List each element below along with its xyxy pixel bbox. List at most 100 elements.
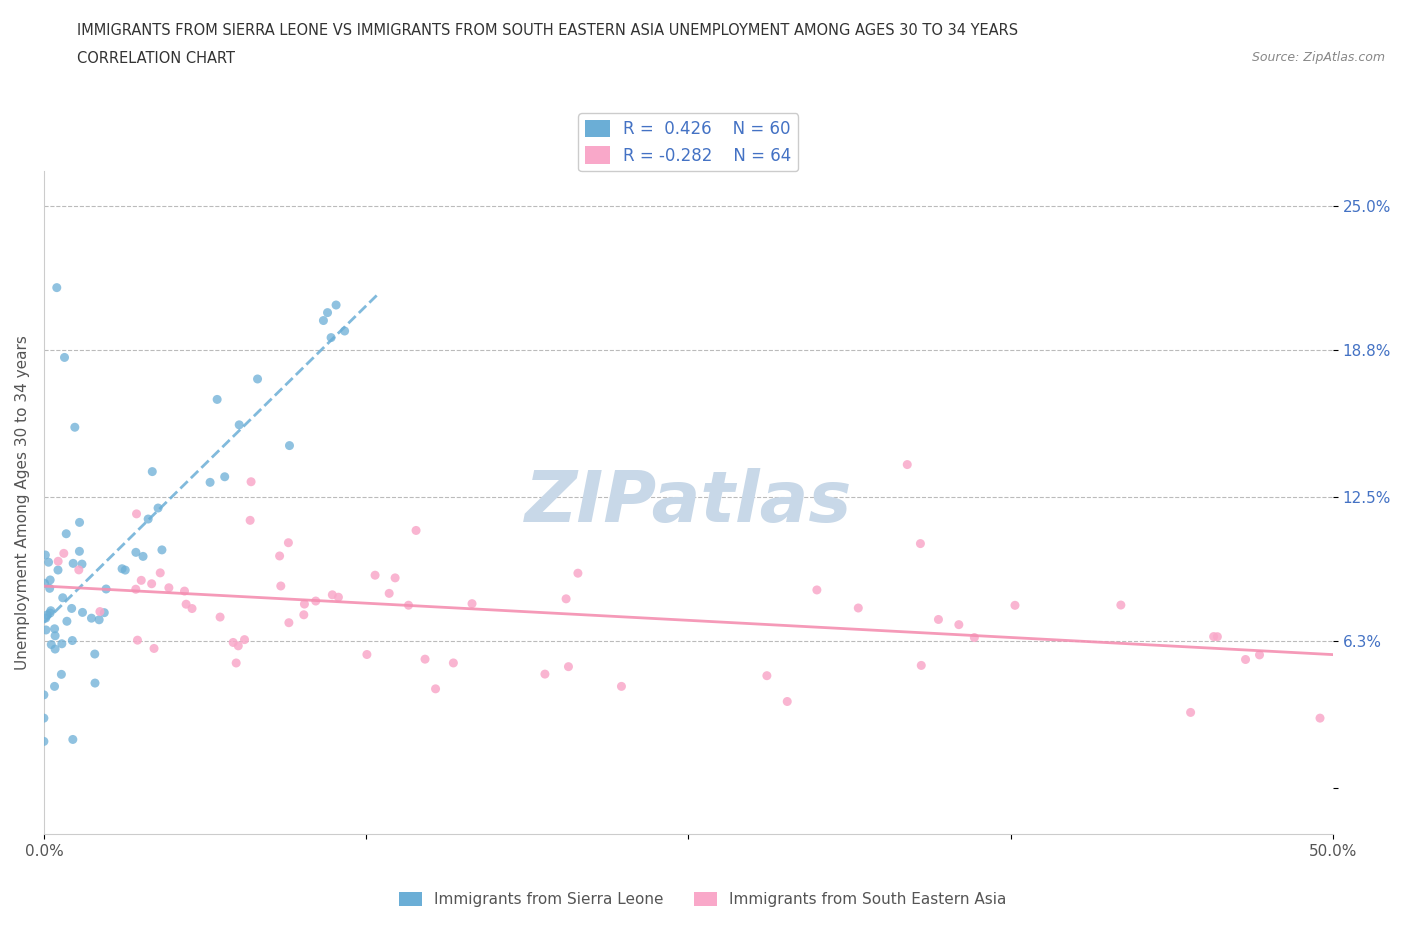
Point (755, 669, 778, 684)
Point (129, 573, 152, 588)
Point (228, 418, 250, 432)
Y-axis label: Unemployment Among Ages 30 to 34 years: Unemployment Among Ages 30 to 34 years (15, 336, 30, 671)
Point (94, 581, 117, 596)
Point (325, 298, 347, 312)
Point (143, 641, 166, 656)
Point (364, 567, 387, 582)
Point (51, 667, 73, 682)
Point (567, 565, 589, 580)
Point (233, 632, 256, 647)
Point (1180, 705, 1202, 720)
Point (34, 548, 56, 563)
Point (46, 554, 69, 569)
Text: IMMIGRANTS FROM SIERRA LEONE VS IMMIGRANTS FROM SOUTH EASTERN ASIA UNEMPLOYMENT : IMMIGRANTS FROM SIERRA LEONE VS IMMIGRAN… (77, 23, 1018, 38)
Point (60, 601, 83, 616)
Point (39, 637, 62, 652)
Point (534, 667, 557, 682)
Point (127, 632, 149, 647)
Text: CORRELATION CHART: CORRELATION CHART (77, 51, 235, 66)
Point (62, 556, 84, 571)
Point (356, 647, 378, 662)
Point (35, 622, 58, 637)
Point (328, 590, 350, 604)
Point (405, 523, 427, 538)
Point (441, 656, 464, 671)
Point (72, 605, 94, 620)
Point (125, 582, 148, 597)
Point (846, 601, 869, 616)
Point (277, 536, 299, 551)
Point (305, 593, 328, 608)
Point (136, 512, 159, 526)
Point (45, 280, 67, 295)
Point (125, 507, 148, 522)
Point (80, 611, 103, 626)
Point (34, 576, 56, 591)
Legend: Immigrants from Sierra Leone, Immigrants from South Eastern Asia: Immigrants from Sierra Leone, Immigrants… (394, 885, 1012, 913)
Point (93, 605, 115, 620)
Point (209, 610, 232, 625)
Point (149, 565, 172, 580)
Point (246, 372, 269, 387)
Point (205, 392, 228, 406)
Point (89, 604, 111, 619)
Point (461, 596, 484, 611)
Point (44, 621, 66, 636)
Point (316, 305, 339, 320)
Point (52, 546, 75, 561)
Point (610, 679, 633, 694)
Point (150, 542, 173, 557)
Point (398, 598, 420, 613)
Point (776, 694, 799, 709)
Point (146, 500, 169, 515)
Point (1202, 629, 1225, 644)
Point (557, 659, 579, 674)
Point (198, 475, 221, 490)
Point (60, 633, 83, 648)
Point (56, 614, 79, 629)
Point (44, 642, 66, 657)
Point (157, 580, 180, 595)
Point (52, 591, 75, 605)
Point (270, 578, 292, 593)
Point (53, 350, 76, 365)
Point (1249, 647, 1271, 662)
Point (413, 652, 436, 667)
Point (269, 549, 291, 564)
Point (83, 646, 105, 661)
Point (141, 464, 163, 479)
Point (173, 584, 195, 599)
Point (225, 656, 247, 671)
Point (46, 563, 69, 578)
Point (35, 611, 58, 626)
Point (55, 526, 77, 541)
Point (292, 607, 315, 622)
Point (239, 512, 262, 527)
Point (1206, 630, 1229, 644)
Point (1109, 598, 1132, 613)
Point (948, 618, 970, 632)
Point (38, 555, 60, 570)
Point (32, 734, 55, 749)
Point (84, 675, 107, 690)
Point (910, 658, 932, 673)
Point (321, 588, 343, 603)
Point (67, 544, 90, 559)
Text: ZIPatlas: ZIPatlas (524, 469, 852, 538)
Point (63, 419, 86, 434)
Point (181, 601, 204, 616)
Point (1004, 598, 1026, 613)
Point (896, 458, 918, 472)
Point (378, 586, 401, 601)
Point (114, 563, 136, 578)
Point (69, 515, 91, 530)
Point (384, 570, 406, 585)
Point (927, 612, 949, 627)
Point (555, 591, 578, 606)
Point (806, 582, 828, 597)
Point (226, 638, 249, 653)
Point (141, 577, 163, 591)
Point (62, 732, 84, 747)
Point (67, 563, 90, 578)
Point (963, 631, 986, 645)
